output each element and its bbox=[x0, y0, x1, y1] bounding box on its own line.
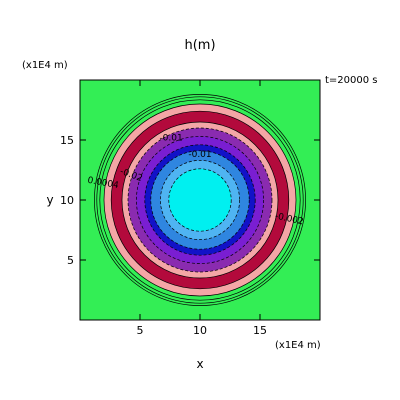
contour-label-1: -0.01 bbox=[159, 134, 182, 144]
x-axis-label: x bbox=[196, 357, 203, 371]
y-tick-label: 10 bbox=[60, 194, 74, 207]
contour-line-8 bbox=[144, 144, 256, 256]
contour-line-4 bbox=[110, 110, 290, 290]
contour-line-10 bbox=[160, 160, 240, 240]
x-tick-label: 15 bbox=[253, 324, 267, 337]
chart-title: h(m) bbox=[184, 38, 215, 53]
contour-line-3 bbox=[103, 103, 297, 297]
x-unit-label: (x1E4 m) bbox=[275, 340, 321, 351]
y-unit-label: (x1E4 m) bbox=[22, 60, 68, 71]
contour-lines bbox=[94, 94, 306, 306]
time-label: t=20000 s bbox=[325, 75, 378, 86]
x-tick-label: 10 bbox=[193, 324, 207, 337]
contour-line-9 bbox=[150, 150, 250, 250]
contour-line-6 bbox=[127, 127, 273, 273]
contour-line-1 bbox=[96, 96, 304, 304]
x-tick-label: 5 bbox=[137, 324, 144, 337]
contour-label-0: -0.01 bbox=[188, 150, 211, 160]
contour-line-7 bbox=[136, 136, 264, 264]
y-tick-label: 5 bbox=[67, 254, 74, 267]
plot-area bbox=[80, 80, 320, 320]
y-axis-label: y bbox=[46, 193, 53, 207]
contour-line-5 bbox=[121, 121, 279, 279]
contour-line-11 bbox=[168, 168, 232, 232]
axis-ticks: 5 10 15 5 10 15 bbox=[60, 80, 320, 337]
y-tick-label: 15 bbox=[60, 134, 74, 147]
contour-line-0 bbox=[94, 94, 306, 306]
contour-line-2 bbox=[99, 99, 301, 301]
contour-band-9 bbox=[168, 168, 232, 232]
